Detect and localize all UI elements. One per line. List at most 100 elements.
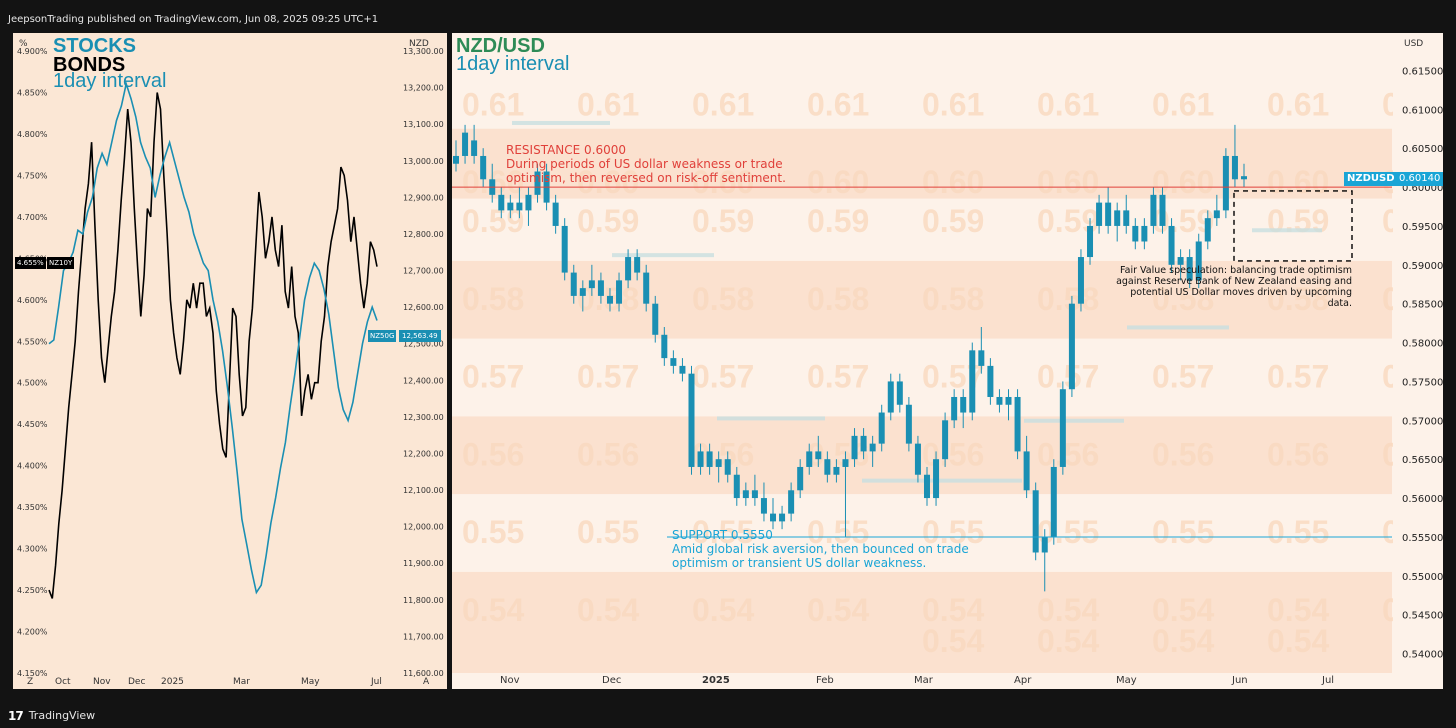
candle-body — [887, 381, 894, 413]
watermark-text: 0.55 — [462, 514, 524, 550]
price-tick-label: 0.57000 — [1402, 416, 1443, 427]
left-tick-label: 4.500% — [17, 379, 48, 388]
left-axis-labels: 4.900%4.850%4.800%4.750%4.700%4.650%4.60… — [17, 47, 444, 687]
candle-body — [616, 280, 623, 304]
tradingview-logo-icon: 17 — [8, 709, 24, 723]
watermark-text: 0.61 — [1267, 86, 1329, 122]
watermark-text: 0.58 — [462, 281, 524, 317]
candle-body — [960, 396, 967, 413]
watermark-text: 0.55 — [807, 514, 869, 550]
right-tick-label: 12,600.00 — [403, 303, 444, 312]
candle-body — [1032, 490, 1039, 553]
candle-body — [453, 155, 459, 164]
candle-body — [1014, 396, 1021, 452]
candle-body — [715, 459, 722, 467]
watermark-text: 0.61 — [807, 86, 869, 122]
left-tick-label: 4.300% — [17, 545, 48, 554]
watermark-text: 0.60 — [922, 164, 984, 200]
left-tick-label: 4.900% — [17, 47, 48, 56]
left-tick-label: 4.450% — [17, 420, 48, 429]
time-tick-label: Nov — [500, 675, 520, 686]
bonds-last-value-badge: 4.655% — [15, 257, 46, 269]
candle-body — [706, 451, 713, 467]
x-tick-label: 2025 — [161, 677, 184, 687]
candle-body — [652, 303, 659, 335]
right-tick-label: 11,900.00 — [403, 559, 444, 568]
candle-body — [969, 350, 976, 413]
candle-body — [733, 474, 740, 499]
series-line-NZ50G — [48, 80, 378, 595]
right-tick-label: 12,100.00 — [403, 486, 444, 495]
watermark-text: 0.54 — [1152, 592, 1214, 628]
candle-body — [462, 132, 469, 156]
left-tick-label: 4.550% — [17, 337, 48, 346]
watermark-text: 0.61 — [1152, 86, 1214, 122]
right-tick-label: 12,900.00 — [403, 193, 444, 202]
stocks-name-badge: NZ50G — [368, 330, 397, 342]
nzdusd-chart[interactable]: 0.610.610.610.610.610.610.610.610.610.60… — [452, 33, 1443, 689]
legend-interval: 1day interval — [53, 70, 167, 92]
time-tick-label: May — [1116, 675, 1137, 686]
zone-bar — [1024, 418, 1124, 423]
candle-body — [588, 280, 595, 289]
candle-body — [525, 194, 532, 211]
candle-body — [1068, 303, 1075, 390]
watermark-text: 0.55 — [922, 514, 984, 550]
resistance-title: RESISTANCE 0.6000 — [506, 143, 627, 157]
time-tick-label: Jul — [1321, 675, 1334, 686]
watermark-text: 0.59 — [577, 203, 639, 239]
time-tick-label: Jun — [1231, 675, 1248, 686]
legend-stocks: STOCKS — [53, 35, 136, 57]
candle-body — [1168, 225, 1175, 265]
time-tick-label: Feb — [816, 675, 834, 686]
watermark-text: 0.57 — [807, 359, 869, 395]
watermark-text: 0.54 — [1267, 592, 1329, 628]
time-tick-label: Dec — [602, 675, 621, 686]
right-tick-label: 13,200.00 — [403, 84, 444, 93]
price-tick-label: 0.60000 — [1402, 183, 1443, 194]
candle-body — [1041, 536, 1048, 553]
series-line-NZ10Y — [48, 92, 378, 599]
x-tick-label: May — [301, 677, 320, 687]
watermark-text: 0.56 — [1037, 436, 1099, 472]
watermark-text: 0.54 — [692, 592, 754, 628]
watermark-text: 0.60 — [807, 164, 869, 200]
candle-body — [942, 420, 949, 460]
price-tick-label: 0.55000 — [1402, 572, 1443, 583]
watermark-text: 0.55 — [1267, 514, 1329, 550]
stocks-bonds-chart[interactable]: 4.900%4.850%4.800%4.750%4.700%4.650%4.60… — [13, 33, 447, 689]
candle-body — [1195, 241, 1202, 281]
candle-body — [1087, 225, 1094, 258]
support-title: SUPPORT 0.5550 — [672, 528, 773, 542]
candle-body — [951, 396, 958, 421]
left-tick-label: 4.400% — [17, 462, 48, 471]
candle-body — [552, 202, 559, 226]
watermark-text: 0.54 — [577, 592, 639, 628]
candle-body — [1050, 466, 1057, 537]
bonds-last-value: 4.655% — [17, 259, 44, 267]
highlight-zones — [512, 120, 1322, 483]
candle-body — [625, 257, 632, 281]
candle-body — [507, 202, 514, 211]
watermark-text: 0.58 — [922, 281, 984, 317]
watermark-text: 0.59 — [1267, 203, 1329, 239]
price-tick-label: 0.61500 — [1402, 66, 1443, 77]
watermark-text: 0.54 — [1037, 623, 1099, 659]
watermark-text: 0.59 — [692, 203, 754, 239]
candle-body — [1241, 176, 1247, 180]
left-tick-label: 4.200% — [17, 628, 48, 637]
left-tick-label: 4.600% — [17, 296, 48, 305]
watermark-text: 0.60 — [1152, 164, 1214, 200]
watermark-text: 0.57 — [1152, 359, 1214, 395]
candle-body — [996, 396, 1003, 405]
watermark-text: 0.54 — [1267, 623, 1329, 659]
right-tick-label: 13,000.00 — [403, 157, 444, 166]
watermark-text: 0.55 — [577, 514, 639, 550]
levels — [452, 186, 1392, 538]
symbol-badge: NZDUSD — [1344, 172, 1398, 186]
time-tick-label: 2025 — [702, 675, 730, 686]
candle-body — [824, 459, 831, 475]
watermark-text: 0.56 — [922, 436, 984, 472]
right-axis-strip — [399, 33, 447, 689]
right-tick-label: 13,100.00 — [403, 120, 444, 129]
